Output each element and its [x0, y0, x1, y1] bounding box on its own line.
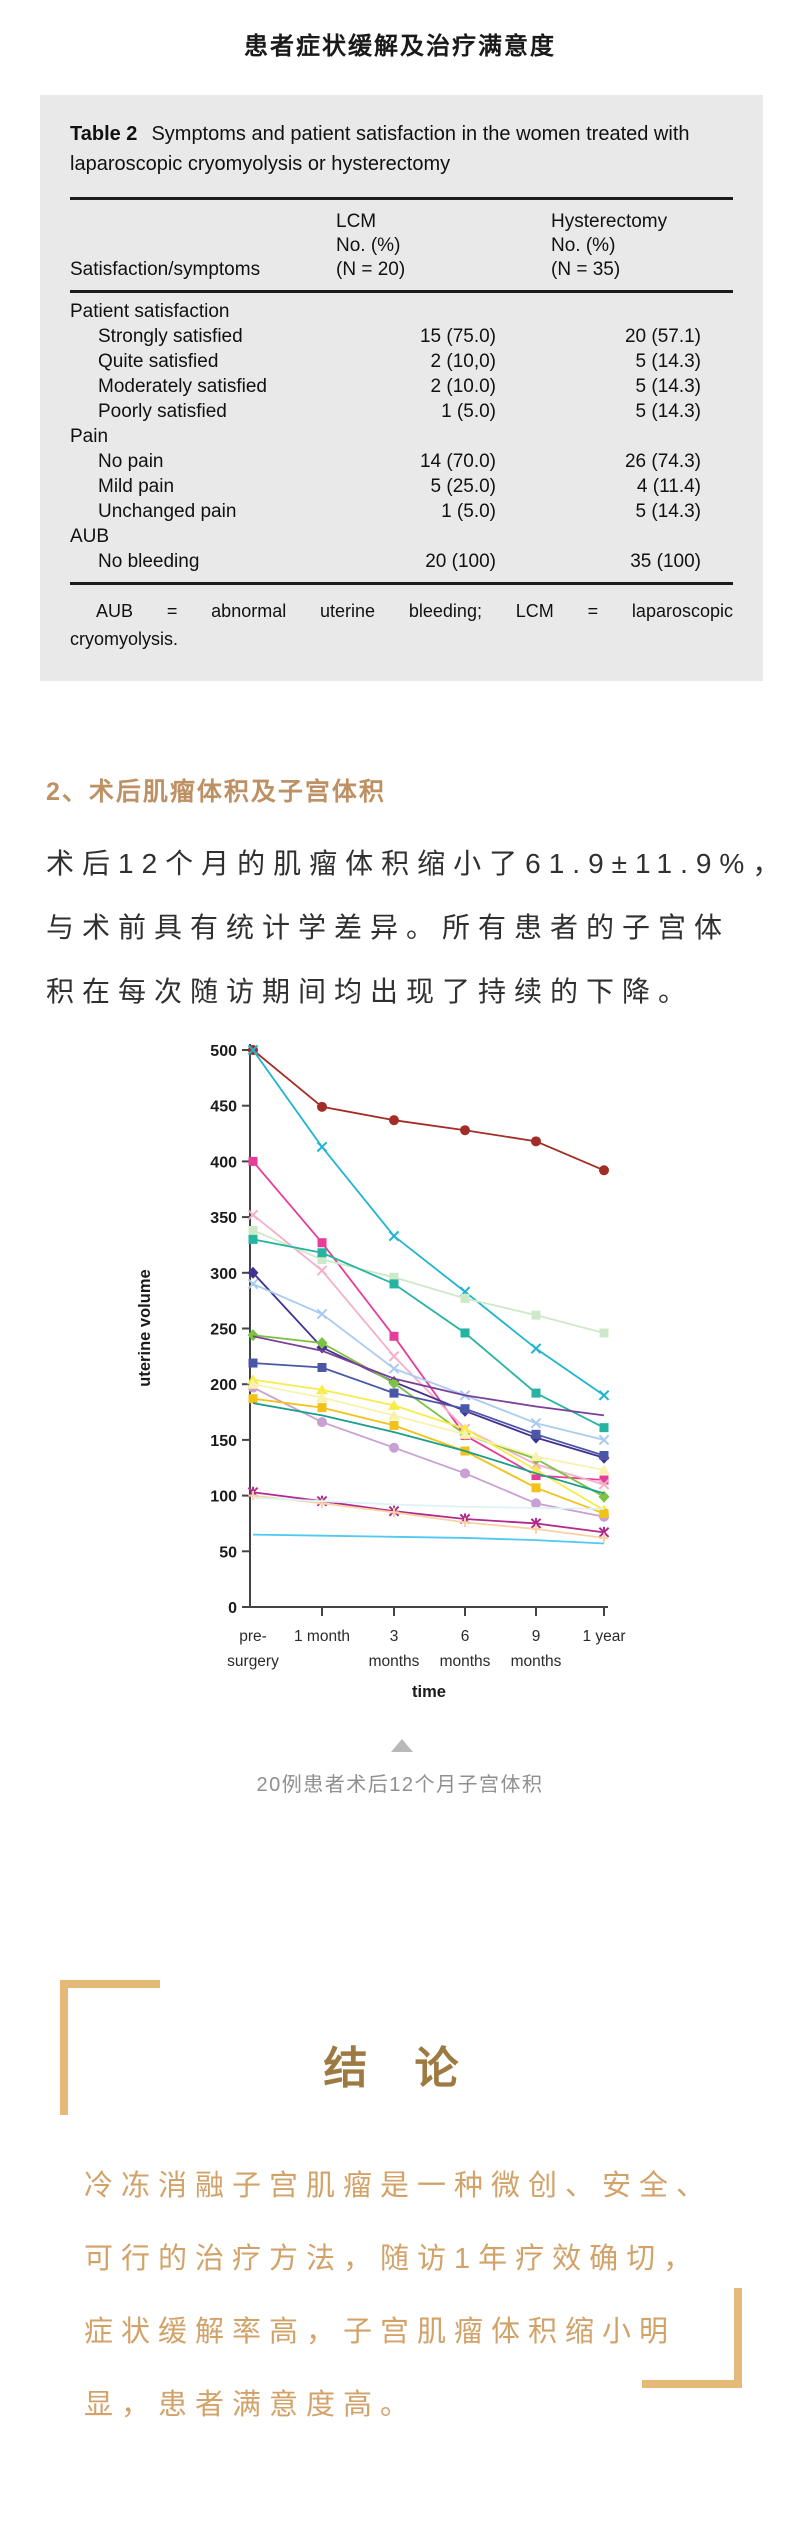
paragraph-line: 积在每次随访期间均出现了持续的下降。 — [46, 976, 695, 1007]
svg-text:uterine volume: uterine volume — [136, 1269, 154, 1386]
svg-text:50: 50 — [219, 1544, 237, 1561]
svg-text:9: 9 — [532, 1628, 541, 1645]
svg-text:1 month: 1 month — [294, 1628, 350, 1645]
svg-text:300: 300 — [210, 1266, 237, 1283]
conclusion-line: 显，患者满意度高。 — [84, 2389, 418, 2421]
page-title: 患者症状缓解及治疗满意度 — [244, 33, 556, 60]
table2-card: Table 2 Symptoms and patient satisfaction… — [40, 95, 763, 681]
paragraph-line: 术后12个月的肌瘤体积缩小了61.9±11.9%， — [46, 848, 789, 879]
svg-text:pre-: pre- — [239, 1628, 267, 1645]
table-row: Unchanged pain 1 (5.0) 5 (14.3) — [98, 501, 701, 522]
table-row: Pain — [70, 426, 109, 447]
table-row: Mild pain 5 (25.0) 4 (11.4) — [98, 476, 701, 497]
table-row: No pain 14 (70.0) 26 (74.3) — [98, 451, 701, 472]
paragraph-line: 与术前具有统计学差异。所有患者的子宫体 — [46, 912, 731, 943]
conclusion-line: 可行的治疗方法，随访1年疗效确切， — [84, 2243, 701, 2275]
table-header-lcm: LCM No. (%) (N = 20) — [336, 210, 551, 282]
conclusion-line: 症状缓解率高，子宫肌瘤体积缩小明 — [84, 2316, 677, 2348]
uterine-volume-chart: 0 50 100 150 200 250 300 350 400 450 500 pre-surger… — [0, 1035, 800, 1725]
conclusion-body: 冷冻消融子宫肌瘤是一种微创、安全、 可行的治疗方法，随访1年疗效确切， 症状缓解… — [84, 2150, 744, 2442]
table-row: Quite satisfied 2 (10,0) 5 (14.3) — [98, 351, 701, 372]
svg-text:350: 350 — [210, 1210, 237, 1227]
table-footnote: AUB = abnormal uterine bleeding; LCM = l… — [70, 601, 733, 649]
table-row: Patient satisfaction — [70, 301, 230, 322]
svg-text:450: 450 — [210, 1099, 237, 1116]
lcm-header-line3: (N = 20) — [336, 259, 406, 280]
table-label: Table 2 — [70, 123, 138, 145]
section-heading: 2、术后肌瘤体积及子宫体积 — [46, 778, 386, 806]
conclusion-line: 冷冻消融子宫肌瘤是一种微创、安全、 — [84, 2170, 714, 2202]
svg-text:400: 400 — [210, 1154, 237, 1171]
section-paragraph: 术后12个月的肌瘤体积缩小了61.9±11.9%， 与术前具有统计学差异。所有患… — [46, 832, 789, 1024]
corner-bracket-bottom-right — [642, 2288, 742, 2388]
hys-header-line3: (N = 35) — [551, 259, 621, 280]
svg-text:150: 150 — [210, 1433, 237, 1450]
figure-caption: 20例患者术后12个月子宫体积 — [256, 1774, 544, 1796]
hys-header-line1: Hysterectomy — [551, 211, 668, 232]
table-header-row: Satisfaction/symptoms LCM No. (%) (N = 2… — [70, 200, 733, 290]
svg-text:100: 100 — [210, 1489, 237, 1506]
uterine-volume-chart-svg: 0 50 100 150 200 250 300 350 400 450 500 pre-surger… — [136, 1043, 626, 1701]
svg-text:time: time — [412, 1683, 446, 1701]
svg-text:500: 500 — [210, 1043, 237, 1060]
svg-text:surgery: surgery — [227, 1653, 279, 1670]
table-row: Poorly satisfied 1 (5.0) 5 (14.3) — [98, 401, 701, 422]
table-row: Moderately satisfied 2 (10.0) 5 (14.3) — [98, 376, 701, 397]
table-rule-top — [70, 197, 733, 200]
svg-text:months: months — [440, 1653, 491, 1670]
table-rule-header — [70, 290, 733, 293]
table-rule-bottom — [70, 582, 733, 585]
lcm-header-line2: No. (%) — [336, 235, 401, 256]
table-row: AUB — [70, 526, 110, 547]
svg-text:months: months — [511, 1653, 562, 1670]
table-row: No bleeding 20 (100) 35 (100) — [98, 551, 701, 572]
table-row: Strongly satisfied 15 (75.0) 20 (57.1) — [98, 326, 701, 347]
conclusion-title: 结 论 — [323, 2044, 477, 2093]
hys-header-line2: No. (%) — [551, 235, 616, 256]
svg-text:200: 200 — [210, 1377, 237, 1394]
collapse-triangle-icon[interactable] — [391, 1739, 413, 1752]
svg-text:6: 6 — [461, 1628, 470, 1645]
table-body: Patient satisfaction Strongly satisfied 1… — [70, 293, 733, 582]
svg-text:months: months — [369, 1653, 420, 1670]
svg-text:250: 250 — [210, 1322, 237, 1339]
table-title-text: Symptoms and patient satisfaction in the… — [70, 123, 690, 175]
corner-bracket-top-left — [60, 1980, 160, 2115]
svg-text:0: 0 — [228, 1600, 237, 1617]
lcm-header-line1: LCM — [336, 211, 377, 232]
table-header-satisfaction: Satisfaction/symptoms — [70, 259, 261, 280]
svg-text:1 year: 1 year — [582, 1628, 625, 1645]
svg-text:3: 3 — [390, 1628, 399, 1645]
table-title: Table 2 Symptoms and patient satisfaction… — [70, 119, 733, 179]
table-header-hysterectomy: Hysterectomy No. (%) (N = 35) — [551, 210, 733, 282]
